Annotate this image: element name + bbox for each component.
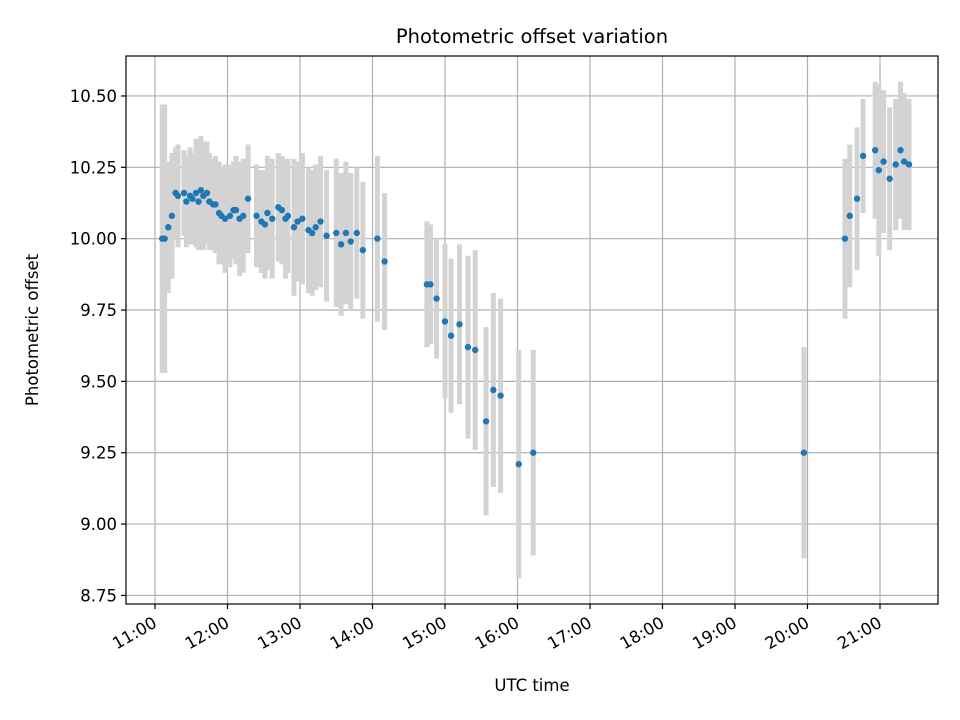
data-point xyxy=(433,295,440,302)
data-point xyxy=(905,161,913,168)
data-point xyxy=(299,215,306,222)
data-point xyxy=(226,212,234,220)
data-point xyxy=(261,221,269,228)
data-point xyxy=(337,241,345,248)
data-point xyxy=(859,152,867,160)
data-point xyxy=(347,238,354,245)
data-point xyxy=(472,346,479,354)
data-point xyxy=(180,189,188,197)
data-point xyxy=(490,386,497,394)
data-point xyxy=(359,246,367,254)
data-point xyxy=(900,158,908,165)
y-tick-label: 10.00 xyxy=(70,230,117,249)
data-point xyxy=(197,186,205,194)
data-point xyxy=(875,166,882,174)
data-point xyxy=(853,195,861,202)
data-point xyxy=(195,198,202,205)
data-point xyxy=(168,212,176,220)
plot-frame xyxy=(125,55,939,605)
data-point xyxy=(800,449,808,456)
data-point xyxy=(232,206,240,214)
data-point xyxy=(880,158,887,165)
data-point xyxy=(312,224,319,231)
y-tick-label: 10.25 xyxy=(70,158,117,177)
data-point xyxy=(886,175,893,182)
data-point xyxy=(441,318,449,325)
y-tick-label: 9.25 xyxy=(80,444,117,463)
data-point xyxy=(308,229,316,237)
data-point xyxy=(183,198,190,205)
data-point xyxy=(530,449,537,456)
data-point xyxy=(323,232,330,240)
y-tick-label: 8.75 xyxy=(80,586,117,605)
data-point xyxy=(447,332,455,339)
data-point xyxy=(374,235,381,242)
data-point xyxy=(892,161,899,168)
y-tick-label: 10.50 xyxy=(70,87,117,106)
data-point xyxy=(456,321,463,328)
data-point xyxy=(189,195,196,202)
data-point xyxy=(515,460,522,468)
data-point xyxy=(897,146,904,154)
data-point xyxy=(497,392,504,399)
data-point xyxy=(161,235,168,242)
data-point xyxy=(165,224,172,231)
data-point xyxy=(841,235,849,242)
y-tick-label: 9.75 xyxy=(80,301,117,320)
data-point xyxy=(192,189,200,197)
y-axis-ticks: 8.75 9.00 9.25 9.50 9.75 10.00 10.25 10.50 xyxy=(70,87,126,605)
y-tick-label: 9.00 xyxy=(80,515,117,534)
data-point xyxy=(353,229,360,237)
data-point xyxy=(464,343,472,351)
data-point xyxy=(427,281,434,288)
data-point xyxy=(846,212,853,220)
chart-title: Photometric offset variation xyxy=(396,25,668,48)
x-axis-label: UTC time xyxy=(494,676,569,695)
data-point xyxy=(290,224,298,231)
y-tick-label: 9.50 xyxy=(80,372,117,391)
data-point xyxy=(203,189,211,197)
data-point xyxy=(482,418,490,425)
data-point xyxy=(294,218,301,225)
data-point xyxy=(317,218,324,225)
data-point xyxy=(253,212,260,220)
data-point xyxy=(333,229,340,237)
y-axis-label: Photometric offset xyxy=(23,253,42,406)
data-points xyxy=(159,146,913,468)
data-point xyxy=(244,195,252,202)
data-point xyxy=(269,215,276,222)
data-point xyxy=(174,192,182,200)
data-point xyxy=(221,215,229,222)
data-point xyxy=(381,258,388,265)
data-point xyxy=(342,229,350,237)
data-point xyxy=(871,146,879,154)
data-point xyxy=(278,206,286,214)
data-point xyxy=(240,212,247,220)
data-point xyxy=(284,212,292,220)
data-point xyxy=(264,209,271,217)
data-point xyxy=(212,201,219,208)
